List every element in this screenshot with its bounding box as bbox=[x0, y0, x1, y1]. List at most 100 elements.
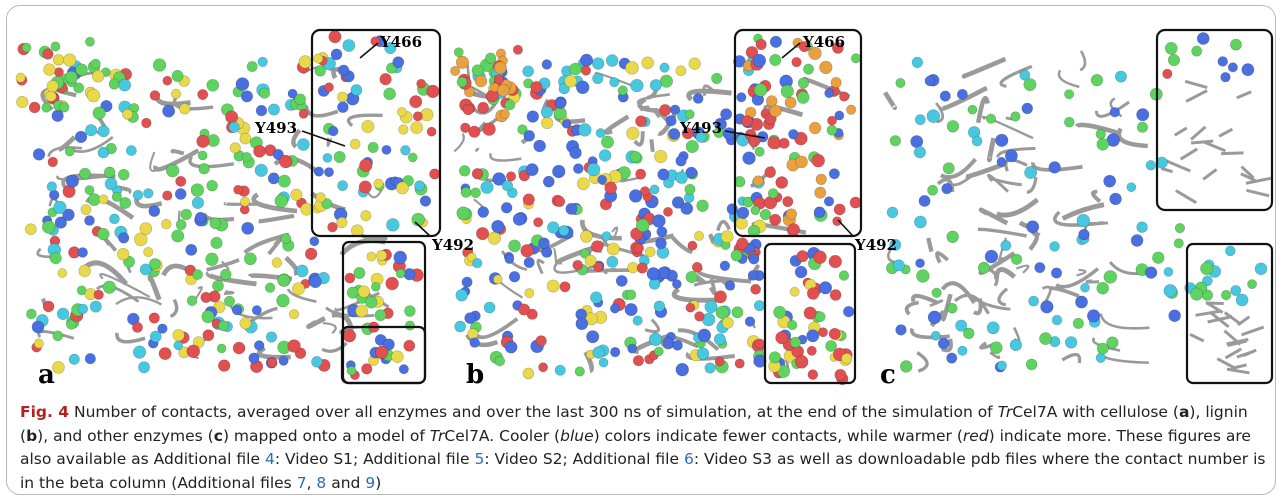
atom-sphere bbox=[409, 95, 423, 109]
atom-sphere bbox=[629, 150, 642, 163]
atom-sphere bbox=[659, 62, 670, 73]
atom-sphere bbox=[730, 249, 743, 262]
atom-sphere bbox=[755, 38, 767, 51]
atom-sphere bbox=[769, 53, 782, 67]
atom-sphere bbox=[711, 72, 723, 84]
backbone bbox=[1216, 357, 1238, 371]
atom-sphere bbox=[808, 46, 822, 60]
atom-sphere bbox=[720, 108, 733, 121]
backbone bbox=[321, 341, 348, 353]
atom-sphere bbox=[471, 168, 484, 180]
atom-sphere bbox=[1114, 70, 1127, 83]
atom-sphere bbox=[185, 243, 198, 256]
atom-sphere bbox=[274, 194, 289, 208]
atom-sphere bbox=[103, 166, 116, 179]
atom-sphere bbox=[597, 174, 608, 185]
atom-sphere bbox=[849, 196, 862, 209]
backbone bbox=[115, 332, 146, 344]
caption-text: ) indicate more. These figures are also … bbox=[20, 426, 1251, 469]
file-link[interactable]: 8 bbox=[316, 473, 327, 492]
atom-sphere bbox=[97, 146, 110, 159]
atom-sphere bbox=[1217, 56, 1228, 67]
atom-sphere bbox=[653, 346, 664, 357]
atom-sphere bbox=[16, 95, 29, 109]
atom-sphere bbox=[713, 333, 726, 346]
atom-sphere bbox=[374, 345, 389, 360]
caption-text: red bbox=[962, 426, 989, 445]
file-link[interactable]: 9 bbox=[365, 473, 376, 492]
atom-sphere bbox=[53, 200, 67, 214]
atom-sphere bbox=[910, 135, 924, 149]
atom-sphere bbox=[580, 53, 594, 67]
atom-sphere bbox=[522, 367, 535, 380]
atom-sphere bbox=[52, 330, 64, 342]
atom-sphere bbox=[1126, 182, 1137, 193]
backbone bbox=[453, 133, 465, 153]
atom-sphere bbox=[111, 191, 122, 202]
backbone bbox=[1184, 79, 1208, 89]
atom-sphere bbox=[696, 199, 709, 212]
atom-sphere bbox=[1254, 262, 1268, 276]
atom-sphere bbox=[132, 345, 147, 359]
atom-sphere bbox=[361, 119, 375, 134]
atom-sphere bbox=[21, 42, 32, 53]
atom-sphere bbox=[358, 180, 372, 194]
atom-sphere bbox=[108, 78, 120, 90]
backbone bbox=[935, 251, 950, 264]
atom-sphere bbox=[1025, 358, 1038, 371]
atom-sphere bbox=[125, 145, 137, 156]
file-link[interactable]: 7 bbox=[296, 473, 307, 492]
atom-sphere bbox=[149, 90, 161, 101]
atom-sphere bbox=[85, 124, 98, 137]
atom-sphere bbox=[579, 248, 591, 259]
atom-sphere bbox=[1019, 69, 1031, 81]
atom-sphere bbox=[628, 189, 643, 203]
atom-sphere bbox=[615, 275, 628, 287]
file-link[interactable]: 5 bbox=[474, 450, 485, 468]
atom-sphere bbox=[759, 208, 772, 221]
atom-sphere bbox=[477, 206, 489, 218]
atom-sphere bbox=[254, 163, 268, 177]
backbone bbox=[1190, 139, 1214, 145]
atom-sphere bbox=[499, 109, 510, 120]
backbone bbox=[929, 299, 944, 308]
atom-sphere bbox=[395, 268, 406, 279]
atom-sphere bbox=[787, 319, 798, 331]
atom-sphere bbox=[1072, 317, 1084, 329]
atom-sphere bbox=[161, 219, 172, 230]
backbone bbox=[995, 197, 1040, 218]
atom-sphere bbox=[77, 247, 88, 258]
atom-sphere bbox=[426, 126, 437, 137]
backbone bbox=[965, 161, 1006, 180]
atom-sphere bbox=[304, 247, 318, 260]
file-link[interactable]: 4 bbox=[264, 450, 275, 468]
atom-sphere bbox=[360, 210, 372, 222]
atom-sphere bbox=[1109, 107, 1120, 118]
atom-sphere bbox=[971, 135, 983, 147]
backbone bbox=[594, 71, 635, 88]
atom-sphere bbox=[745, 46, 759, 59]
atom-sphere bbox=[580, 65, 592, 76]
atom-sphere bbox=[504, 254, 515, 264]
atom-sphere bbox=[1086, 309, 1101, 323]
backbone bbox=[633, 131, 645, 147]
atom-sphere bbox=[1095, 352, 1106, 363]
inset bbox=[341, 240, 427, 385]
atom-sphere bbox=[736, 206, 750, 220]
atom-sphere bbox=[192, 269, 203, 280]
atom-sphere bbox=[143, 188, 154, 199]
atom-sphere bbox=[461, 276, 473, 288]
atom-sphere bbox=[373, 178, 384, 189]
backbone bbox=[325, 306, 375, 318]
atom-sphere bbox=[626, 126, 640, 140]
atom-sphere bbox=[653, 300, 666, 312]
residue-label: Y466 bbox=[379, 33, 422, 51]
atom-sphere bbox=[789, 286, 800, 297]
arrow bbox=[301, 130, 346, 147]
atom-sphere bbox=[235, 77, 250, 91]
atom-sphere bbox=[190, 183, 205, 197]
atom-sphere bbox=[592, 72, 604, 85]
file-link[interactable]: 6 bbox=[683, 450, 694, 468]
atom-sphere bbox=[598, 149, 612, 162]
atom-sphere bbox=[233, 184, 243, 195]
